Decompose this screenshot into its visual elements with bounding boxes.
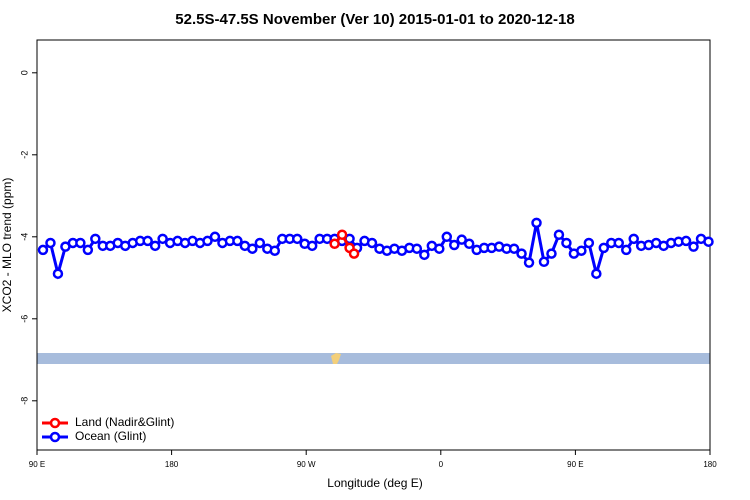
point: [75, 237, 86, 249]
point: [538, 256, 550, 268]
point: [82, 244, 94, 256]
point: [553, 229, 565, 240]
legend-marker: [49, 417, 61, 429]
legend-label: Land (Nadir&Glint): [75, 415, 174, 429]
point: [583, 237, 595, 249]
x-tick-label: 90 E: [567, 460, 583, 469]
point: [441, 231, 453, 243]
point: [463, 238, 475, 250]
point: [613, 237, 625, 249]
point: [348, 248, 360, 259]
point: [336, 229, 348, 240]
point: [680, 235, 692, 247]
point: [531, 217, 542, 229]
y-axis-label: XCO2 - MLO trend (ppm): [0, 178, 14, 313]
point: [45, 237, 56, 249]
point: [232, 235, 243, 247]
point: [620, 244, 632, 256]
point: [90, 233, 101, 245]
chart-title: 52.5S-47.5S November (Ver 10) 2015-01-01…: [175, 11, 574, 28]
point: [37, 244, 49, 256]
x-tick-label: 180: [703, 460, 717, 469]
point: [598, 242, 610, 254]
point: [523, 257, 535, 268]
point: [157, 233, 168, 245]
point: [688, 241, 699, 252]
x-tick-label: 180: [165, 460, 179, 469]
point: [703, 236, 714, 247]
point: [546, 248, 557, 259]
y-tick-label: -4: [19, 233, 29, 241]
point: [561, 237, 572, 249]
point: [202, 235, 213, 247]
point: [209, 231, 221, 243]
legend-label: Ocean (Glint): [75, 429, 146, 443]
point: [329, 238, 340, 250]
point: [449, 239, 460, 251]
point: [628, 233, 639, 245]
point: [291, 233, 303, 245]
point: [142, 235, 153, 247]
point: [254, 237, 266, 249]
legend-marker: [49, 431, 61, 443]
point: [456, 234, 467, 245]
y-tick-label: -6: [19, 315, 29, 323]
x-tick-label: 90 W: [297, 460, 316, 469]
land-patch: [331, 353, 341, 364]
point: [434, 243, 445, 254]
point: [516, 248, 527, 259]
point: [366, 237, 378, 249]
y-tick-label: -8: [19, 397, 29, 405]
point: [591, 268, 602, 279]
point: [419, 249, 430, 261]
map-strip: [37, 353, 710, 364]
point: [269, 245, 281, 256]
x-axis-label: Longitude (deg E): [327, 476, 422, 490]
point: [411, 243, 423, 254]
x-tick-label: 90 E: [29, 460, 45, 469]
point: [149, 240, 161, 252]
point: [576, 245, 587, 256]
point: [306, 240, 318, 252]
y-tick-label: -2: [19, 151, 29, 159]
point: [508, 243, 520, 254]
x-tick-label: 0: [439, 460, 444, 469]
point: [52, 268, 64, 279]
y-tick-label: 0: [19, 70, 29, 75]
point: [247, 243, 258, 254]
